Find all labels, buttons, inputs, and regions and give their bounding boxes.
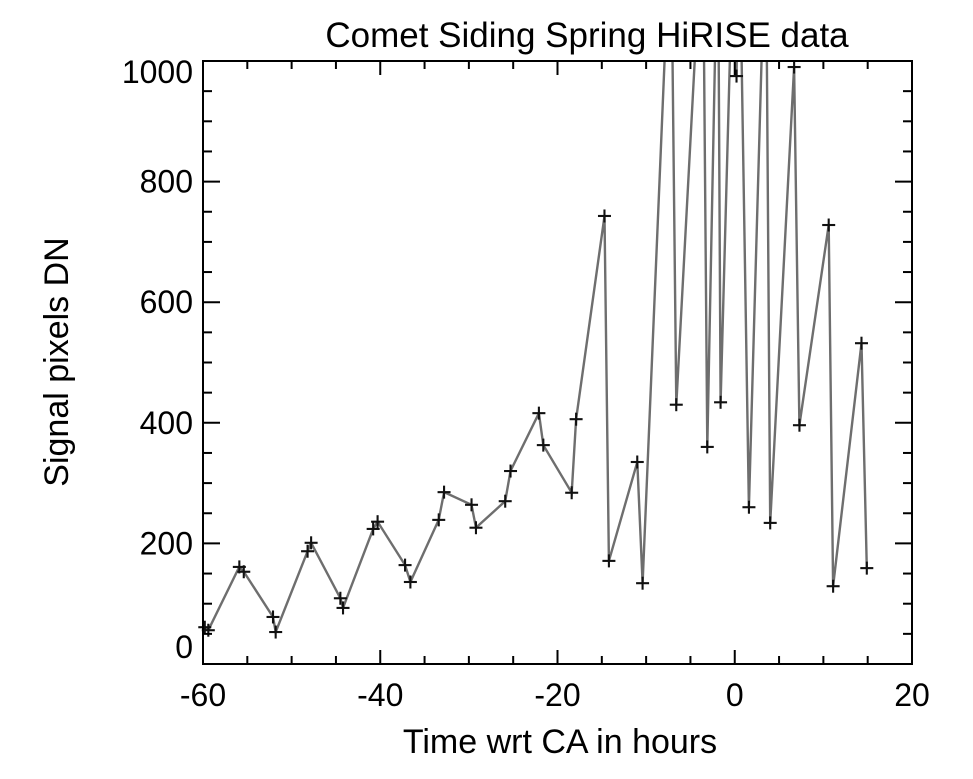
x-tick-label: -60 [180, 677, 226, 713]
y-tick-label: 1000 [122, 54, 193, 90]
y-axis-title: Signal pixels DN [38, 237, 76, 486]
x-tick-label: 20 [894, 677, 930, 713]
y-tick-label: 400 [140, 405, 193, 441]
x-tick-label: 0 [726, 677, 744, 713]
ticks [202, 60, 913, 665]
y-tick-label: 200 [140, 525, 193, 561]
data-line [204, 61, 868, 637]
x-tick-label: -40 [357, 677, 403, 713]
y-tick-label: 800 [140, 164, 193, 200]
plot-box [202, 60, 913, 665]
chart-title: Comet Siding Spring HiRISE data [325, 16, 849, 55]
y-tick-label: 600 [140, 284, 193, 320]
x-tick-label: -20 [534, 677, 580, 713]
y-tick-label: 0 [175, 629, 193, 665]
markers [198, 60, 874, 639]
x-axis-title: Time wrt CA in hours [403, 723, 717, 761]
